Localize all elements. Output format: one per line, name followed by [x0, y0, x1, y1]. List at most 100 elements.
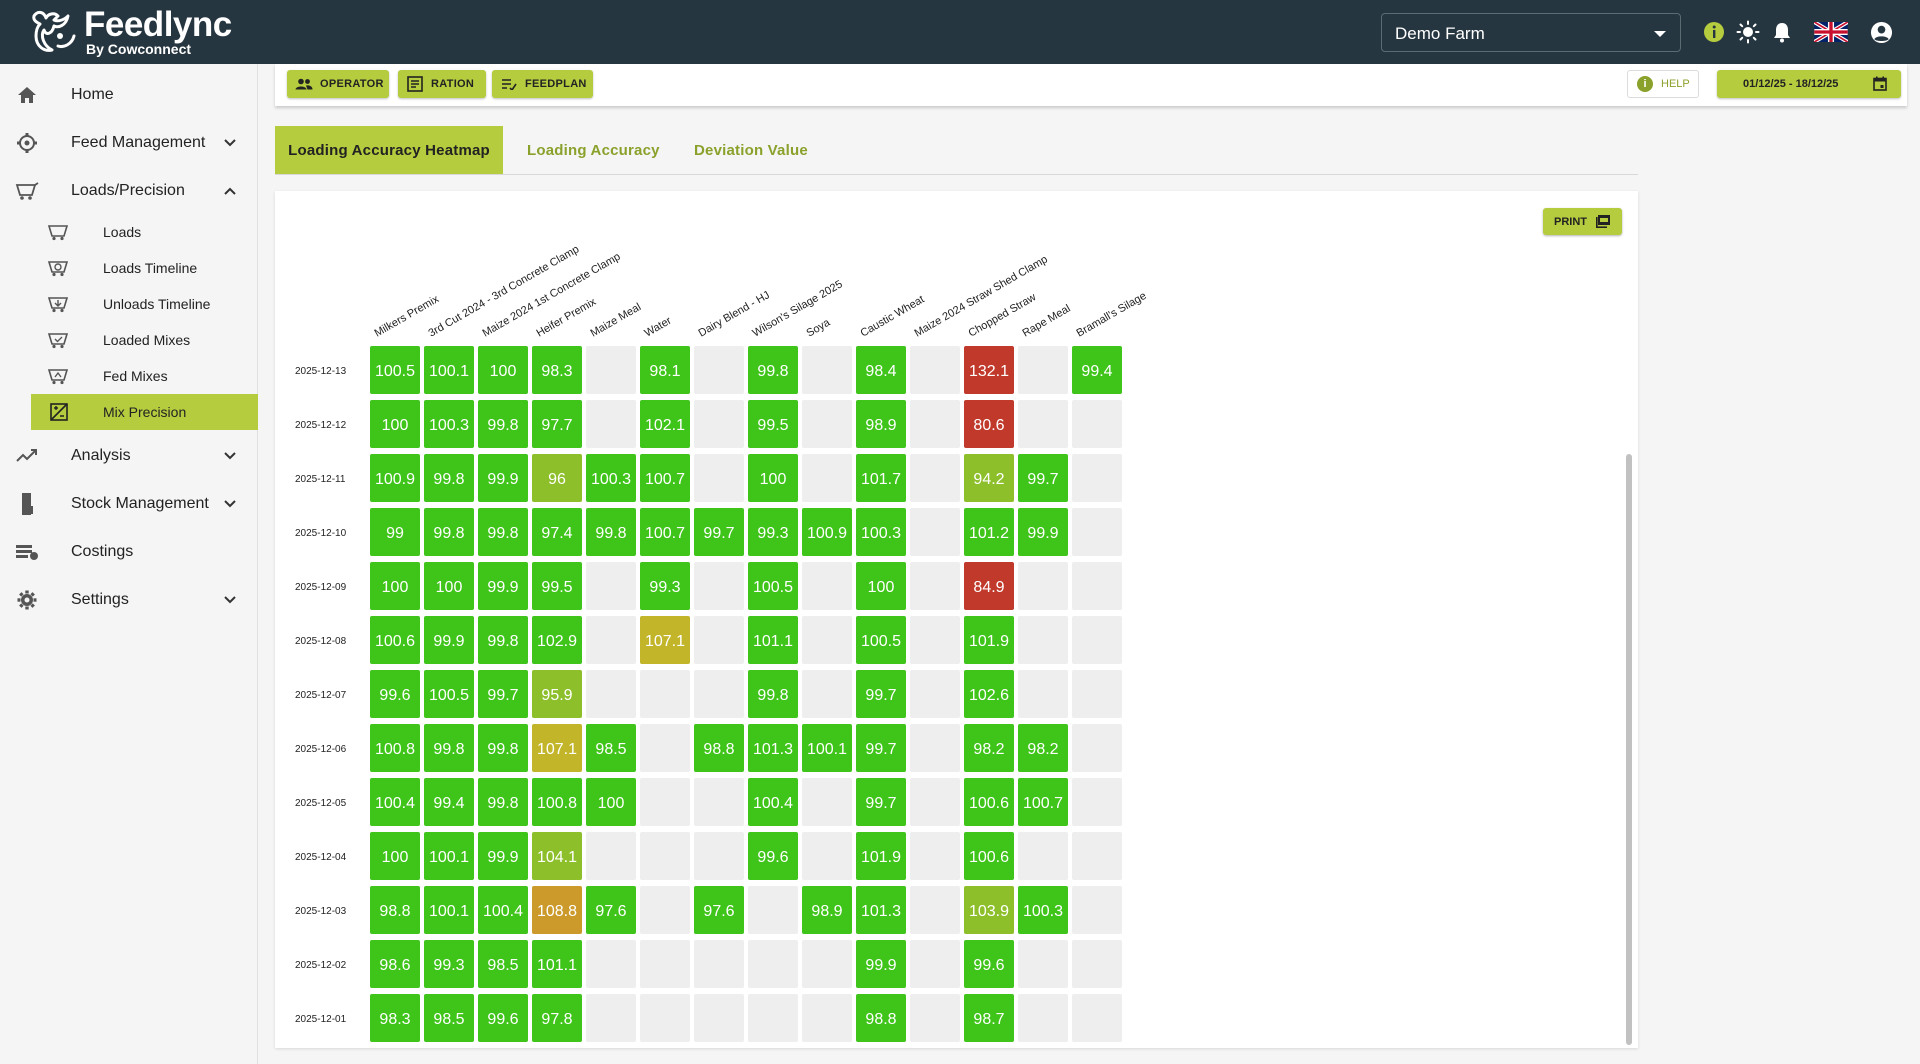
heatmap-cell[interactable] [370, 940, 420, 988]
heatmap-cell[interactable] [856, 616, 906, 664]
heatmap-cell[interactable] [370, 400, 420, 448]
heatmap-cell-empty[interactable] [640, 994, 690, 1042]
heatmap-cell-empty[interactable] [910, 562, 960, 610]
heatmap-cell[interactable] [856, 508, 906, 556]
heatmap-cell-empty[interactable] [694, 616, 744, 664]
heatmap-cell[interactable] [478, 562, 528, 610]
heatmap-cell-empty[interactable] [802, 616, 852, 664]
heatmap-cell-empty[interactable] [802, 940, 852, 988]
heatmap-cell[interactable] [424, 670, 474, 718]
heatmap-cell-empty[interactable] [802, 994, 852, 1042]
heatmap-cell[interactable] [856, 454, 906, 502]
heatmap-cell[interactable] [964, 778, 1014, 826]
heatmap-cell[interactable] [1018, 724, 1068, 772]
heatmap-cell[interactable] [1072, 346, 1122, 394]
heatmap-cell[interactable] [424, 616, 474, 664]
brightness-icon[interactable] [1735, 19, 1761, 45]
heatmap-cell-empty[interactable] [640, 832, 690, 880]
help-button[interactable]: i HELP [1627, 70, 1699, 98]
heatmap-cell[interactable] [748, 508, 798, 556]
heatmap-cell[interactable] [424, 940, 474, 988]
account-icon[interactable] [1868, 19, 1894, 45]
heatmap-cell[interactable] [370, 454, 420, 502]
heatmap-cell-empty[interactable] [910, 346, 960, 394]
heatmap-cell[interactable] [532, 562, 582, 610]
heatmap-cell-empty[interactable] [1018, 562, 1068, 610]
sidebar-item-costings[interactable]: Costings [0, 534, 258, 570]
heatmap-cell-empty[interactable] [802, 778, 852, 826]
heatmap-cell[interactable] [964, 616, 1014, 664]
heatmap-cell[interactable] [856, 886, 906, 934]
heatmap-cell-empty[interactable] [694, 346, 744, 394]
heatmap-cell-empty[interactable] [1072, 616, 1122, 664]
heatmap-cell[interactable] [424, 346, 474, 394]
heatmap-cell[interactable] [694, 886, 744, 934]
heatmap-cell-empty[interactable] [694, 832, 744, 880]
heatmap-cell[interactable] [424, 508, 474, 556]
heatmap-cell[interactable] [424, 886, 474, 934]
heatmap-cell-empty[interactable] [1018, 670, 1068, 718]
heatmap-cell[interactable] [424, 724, 474, 772]
heatmap-cell-empty[interactable] [586, 994, 636, 1042]
heatmap-cell[interactable] [478, 346, 528, 394]
heatmap-cell[interactable] [532, 940, 582, 988]
heatmap-cell[interactable] [370, 886, 420, 934]
heatmap-cell[interactable] [748, 400, 798, 448]
heatmap-cell[interactable] [370, 346, 420, 394]
sidebar-item-stock-management[interactable]: Stock Management [0, 486, 258, 522]
heatmap-cell[interactable] [532, 778, 582, 826]
heatmap-cell-empty[interactable] [910, 508, 960, 556]
heatmap-cell-empty[interactable] [1018, 832, 1068, 880]
heatmap-cell-empty[interactable] [694, 454, 744, 502]
heatmap-cell[interactable] [478, 508, 528, 556]
heatmap-cell[interactable] [532, 400, 582, 448]
heatmap-cell[interactable] [532, 508, 582, 556]
heatmap-cell-empty[interactable] [802, 832, 852, 880]
heatmap-cell-empty[interactable] [694, 994, 744, 1042]
heatmap-cell[interactable] [370, 616, 420, 664]
heatmap-cell-empty[interactable] [1072, 670, 1122, 718]
tab-loading-accuracy[interactable]: Loading Accuracy [527, 126, 660, 174]
heatmap-cell[interactable] [586, 724, 636, 772]
heatmap-cell-empty[interactable] [1018, 994, 1068, 1042]
heatmap-cell-empty[interactable] [748, 994, 798, 1042]
sidebar-item-analysis[interactable]: Analysis [0, 438, 258, 474]
heatmap-cell-empty[interactable] [910, 670, 960, 718]
heatmap-cell[interactable] [370, 508, 420, 556]
heatmap-cell-empty[interactable] [640, 724, 690, 772]
heatmap-cell[interactable] [856, 940, 906, 988]
heatmap-cell[interactable] [532, 670, 582, 718]
heatmap-cell[interactable] [478, 670, 528, 718]
heatmap-cell[interactable] [370, 562, 420, 610]
heatmap-cell[interactable] [802, 508, 852, 556]
heatmap-cell-empty[interactable] [586, 670, 636, 718]
heatmap-cell[interactable] [964, 940, 1014, 988]
heatmap-cell[interactable] [856, 994, 906, 1042]
app-logo[interactable]: Feedlync By Cowconnect [28, 4, 232, 60]
heatmap-cell[interactable] [370, 724, 420, 772]
heatmap-cell[interactable] [964, 670, 1014, 718]
heatmap-cell[interactable] [802, 724, 852, 772]
heatmap-cell[interactable] [478, 886, 528, 934]
heatmap-cell-empty[interactable] [694, 778, 744, 826]
notifications-icon[interactable] [1769, 19, 1795, 45]
heatmap-cell[interactable] [694, 508, 744, 556]
heatmap-cell[interactable] [424, 778, 474, 826]
heatmap-cell[interactable] [748, 832, 798, 880]
heatmap-cell[interactable] [478, 616, 528, 664]
heatmap-cell[interactable] [856, 832, 906, 880]
heatmap-cell-empty[interactable] [1018, 940, 1068, 988]
heatmap-cell[interactable] [964, 886, 1014, 934]
heatmap-cell[interactable] [424, 994, 474, 1042]
heatmap-cell-empty[interactable] [802, 454, 852, 502]
heatmap-cell[interactable] [856, 562, 906, 610]
heatmap-cell-empty[interactable] [1072, 454, 1122, 502]
heatmap-cell[interactable] [478, 832, 528, 880]
heatmap-cell-empty[interactable] [910, 778, 960, 826]
heatmap-cell[interactable] [532, 616, 582, 664]
heatmap-cell-empty[interactable] [910, 994, 960, 1042]
heatmap-cell[interactable] [640, 454, 690, 502]
heatmap-cell[interactable] [748, 562, 798, 610]
heatmap-cell[interactable] [1018, 778, 1068, 826]
heatmap-cell-empty[interactable] [586, 562, 636, 610]
